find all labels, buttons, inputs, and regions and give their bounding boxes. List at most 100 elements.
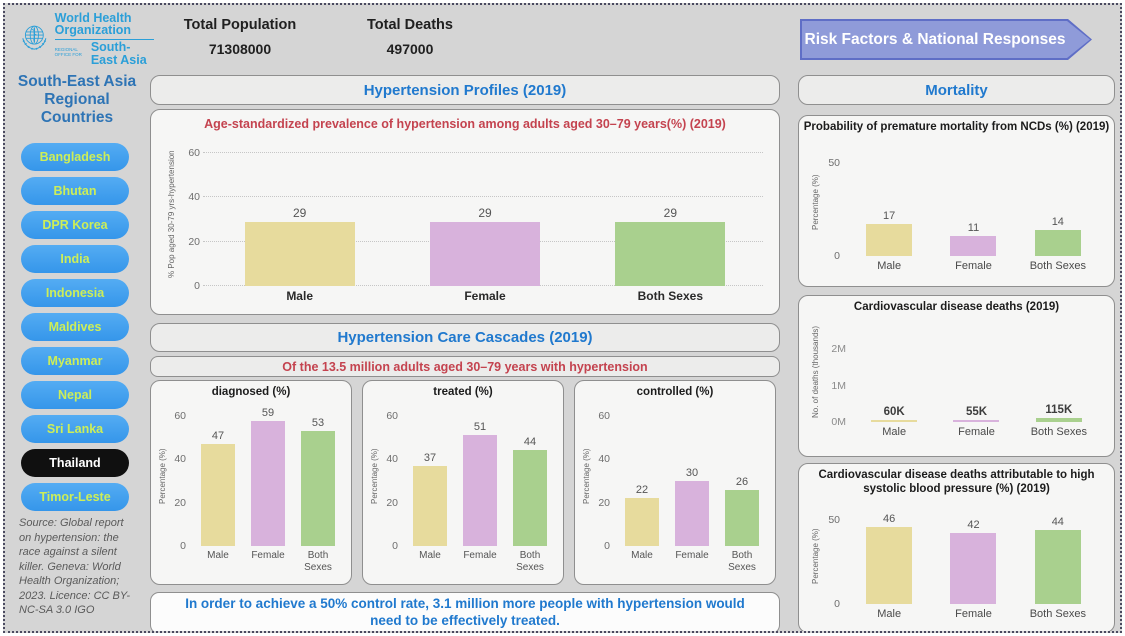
bar-both-sexes[interactable] xyxy=(1034,229,1081,256)
country-button-indonesia[interactable]: Indonesia xyxy=(21,279,129,307)
gridline xyxy=(203,196,763,198)
bar-group-male: 60K Male xyxy=(853,324,935,438)
profiles-header-label: Hypertension Profiles (2019) xyxy=(363,81,567,99)
y-axis-tick: 20 xyxy=(188,235,200,248)
bar-male[interactable] xyxy=(625,498,659,546)
bar-value-label: 59 xyxy=(261,407,275,419)
bar-value-label: 29 xyxy=(478,205,492,220)
cascades-subtitle: Of the 13.5 million adults aged 30–79 ye… xyxy=(150,356,780,377)
bar-value-label: 22 xyxy=(635,484,649,497)
diagnosed-panel: diagnosed (%) Percentage (%) 0 20 40 60 47 Mal… xyxy=(150,380,352,585)
x-axis-label: Both Sexes xyxy=(728,550,756,573)
country-button-thailand[interactable]: Thailand xyxy=(21,449,129,477)
bar-male[interactable] xyxy=(244,221,355,286)
country-button-dpr-korea[interactable]: DPR Korea xyxy=(21,211,129,239)
profiles-header: Hypertension Profiles (2019) xyxy=(150,75,780,105)
country-button-maldives[interactable]: Maldives xyxy=(21,313,129,341)
y-axis-tick: 20 xyxy=(174,496,186,509)
y-axis-tick: 50 xyxy=(828,156,840,169)
bar-male[interactable] xyxy=(871,419,918,422)
prevalence-plot-area: 0 20 40 60 29 Male 29 Female 29 Both Sexes xyxy=(188,142,763,303)
cvd-attributable-chart: Percentage (%) 0 50 46 Male 42 Female 44 Both Se… xyxy=(799,464,1114,631)
bar-value-label: 51 xyxy=(473,421,487,434)
bar-female[interactable] xyxy=(251,421,285,546)
bar-group-female: 59 Female xyxy=(243,407,293,561)
bar-both-sexes[interactable] xyxy=(725,489,759,546)
bar-male[interactable] xyxy=(866,224,913,256)
control-rate-footnote: In order to achieve a 50% control rate, … xyxy=(150,592,780,631)
bar-male[interactable] xyxy=(866,526,913,604)
controlled-plot-area: 0 20 40 60 22 Male 30 Female 26 Both Sexes xyxy=(598,407,767,573)
treated-chart-title: treated (%) xyxy=(433,386,493,398)
cvd-deaths-chart-title: Cardiovascular disease deaths (2019) xyxy=(853,301,1060,313)
bar-both-sexes[interactable] xyxy=(1035,417,1082,422)
mortality-header-label: Mortality xyxy=(925,81,988,99)
bar-both-sexes[interactable] xyxy=(615,221,726,286)
bar-group-male: 37 Male xyxy=(405,407,455,561)
bar-value-label: 46 xyxy=(883,512,896,525)
bar-female[interactable] xyxy=(950,533,997,604)
bar-group-both-sexes: 53 Both Sexes xyxy=(293,407,343,573)
ncd-mortality-chart: Percentage (%) 0 50 17 Male 11 Female 14 Both Se… xyxy=(799,116,1114,286)
x-axis-label: Male xyxy=(882,426,907,438)
x-axis-label: Female xyxy=(675,550,709,561)
bar-value-label: 55K xyxy=(965,406,988,418)
total-population-label: Total Population xyxy=(183,17,297,33)
logo-region-small: REGIONAL OFFICE FOR xyxy=(54,47,82,57)
dashboard-canvas: World Health Organization REGIONAL OFFIC… xyxy=(3,3,1122,633)
x-axis-label: Female xyxy=(955,608,992,620)
x-axis-label: Female xyxy=(464,289,506,303)
x-axis-label: Both Sexes xyxy=(516,550,544,573)
y-axis-tick: 40 xyxy=(188,191,200,204)
treated-panel: treated (%) Percentage (%) 0 20 40 60 37 Male 5… xyxy=(362,380,564,585)
bar-both-sexes[interactable] xyxy=(513,450,547,546)
x-axis-label: Both Sexes xyxy=(1029,608,1086,620)
country-button-india[interactable]: India xyxy=(21,245,129,273)
prevalence-panel: Age-standardized prevalence of hypertens… xyxy=(150,109,780,315)
bar-female[interactable] xyxy=(950,235,997,256)
x-axis-label: Female xyxy=(958,426,995,438)
logo-line2: Organization xyxy=(54,23,132,38)
bar-value-label: 29 xyxy=(663,205,677,220)
bar-group-both-sexes: 26 Both Sexes xyxy=(717,407,767,573)
bar-value-label: 115K xyxy=(1045,403,1073,416)
x-axis-label: Male xyxy=(419,550,441,561)
total-deaths-stat: Total Deaths 497000 xyxy=(335,17,485,57)
bar-value-label: 37 xyxy=(423,451,437,464)
cvd-deaths-chart: No. of deaths (thousands) 0M 1M 2M 60K Male 55… xyxy=(799,296,1114,456)
y-axis-tick: 50 xyxy=(828,513,840,526)
bar-value-label: 11 xyxy=(967,221,980,234)
country-button-sri-lanka[interactable]: Sri Lanka xyxy=(21,415,129,443)
logo-region: South-East Asia xyxy=(90,40,147,67)
total-population-value: 71308000 xyxy=(208,41,272,57)
bar-female[interactable] xyxy=(463,435,497,546)
bar-group-male: 17 Male xyxy=(847,148,931,272)
country-button-nepal[interactable]: Nepal xyxy=(21,381,129,409)
ncd_mortality-plot-area: 0 50 17 Male 11 Female 14 Both Sexes xyxy=(828,148,1100,272)
bar-female[interactable] xyxy=(675,480,709,546)
y-axis-tick: 0 xyxy=(604,540,610,552)
y-axis-tick: 0 xyxy=(834,598,840,610)
controlled-panel: controlled (%) Percentage (%) 0 20 40 60 22 Ma… xyxy=(574,380,776,585)
x-axis-label: Female xyxy=(251,550,285,561)
country-button-timor-leste[interactable]: Timor-Leste xyxy=(21,483,129,511)
x-axis-label: Male xyxy=(286,289,313,303)
bar-both-sexes[interactable] xyxy=(301,430,335,546)
country-button-myanmar[interactable]: Myanmar xyxy=(21,347,129,375)
country-button-bangladesh[interactable]: Bangladesh xyxy=(21,143,129,171)
country-button-bhutan[interactable]: Bhutan xyxy=(21,177,129,205)
bar-both-sexes[interactable] xyxy=(1034,529,1081,604)
mortality-header: Mortality xyxy=(798,75,1115,105)
who-emblem-icon xyxy=(22,25,47,50)
cvd_attributable-plot-area: 0 50 46 Male 42 Female 44 Both Sexes xyxy=(828,508,1100,620)
bar-male[interactable] xyxy=(413,465,447,546)
bar-value-label: 47 xyxy=(211,429,225,442)
bar-female[interactable] xyxy=(429,221,540,286)
x-axis-label: Both Sexes xyxy=(304,550,332,573)
risk-factors-button[interactable]: Risk Factors & National Responses xyxy=(800,19,1092,60)
bar-male[interactable] xyxy=(201,443,235,546)
cvd-attributable-chart-title: Cardiovascular disease deaths attributab… xyxy=(818,469,1095,495)
ncd-mortality-chart-title: Probability of premature mortality from … xyxy=(803,121,1110,133)
source-note: Source: Global report on hypertension: t… xyxy=(19,517,131,617)
bar-female[interactable] xyxy=(953,420,1000,422)
